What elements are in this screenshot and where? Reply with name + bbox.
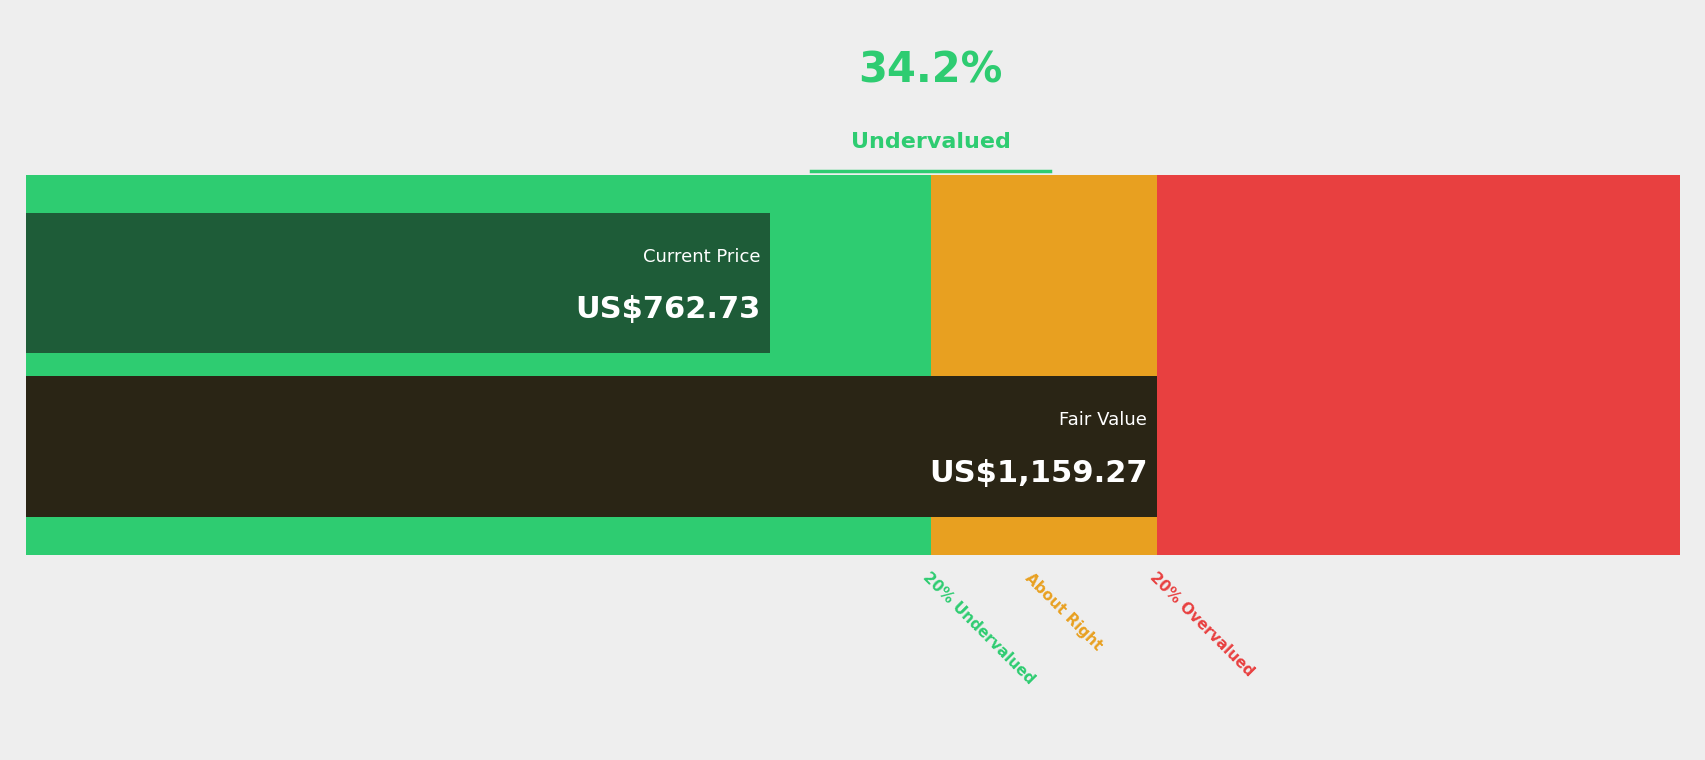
Bar	[26, 175, 931, 555]
Text: 34.2%: 34.2%	[858, 49, 1003, 91]
Text: About Right: About Right	[1021, 570, 1105, 653]
Text: US$762.73: US$762.73	[575, 295, 760, 325]
Text: Current Price: Current Price	[643, 248, 760, 265]
Text: Undervalued: Undervalued	[851, 132, 1009, 152]
Bar	[26, 213, 769, 353]
Text: Fair Value: Fair Value	[1059, 411, 1147, 429]
Bar	[1156, 175, 1679, 555]
Text: 20% Overvalued: 20% Overvalued	[1146, 570, 1255, 679]
Bar	[26, 376, 1156, 517]
Text: US$1,159.27: US$1,159.27	[928, 458, 1147, 488]
Text: 20% Undervalued: 20% Undervalued	[919, 570, 1037, 688]
Bar	[931, 175, 1156, 555]
